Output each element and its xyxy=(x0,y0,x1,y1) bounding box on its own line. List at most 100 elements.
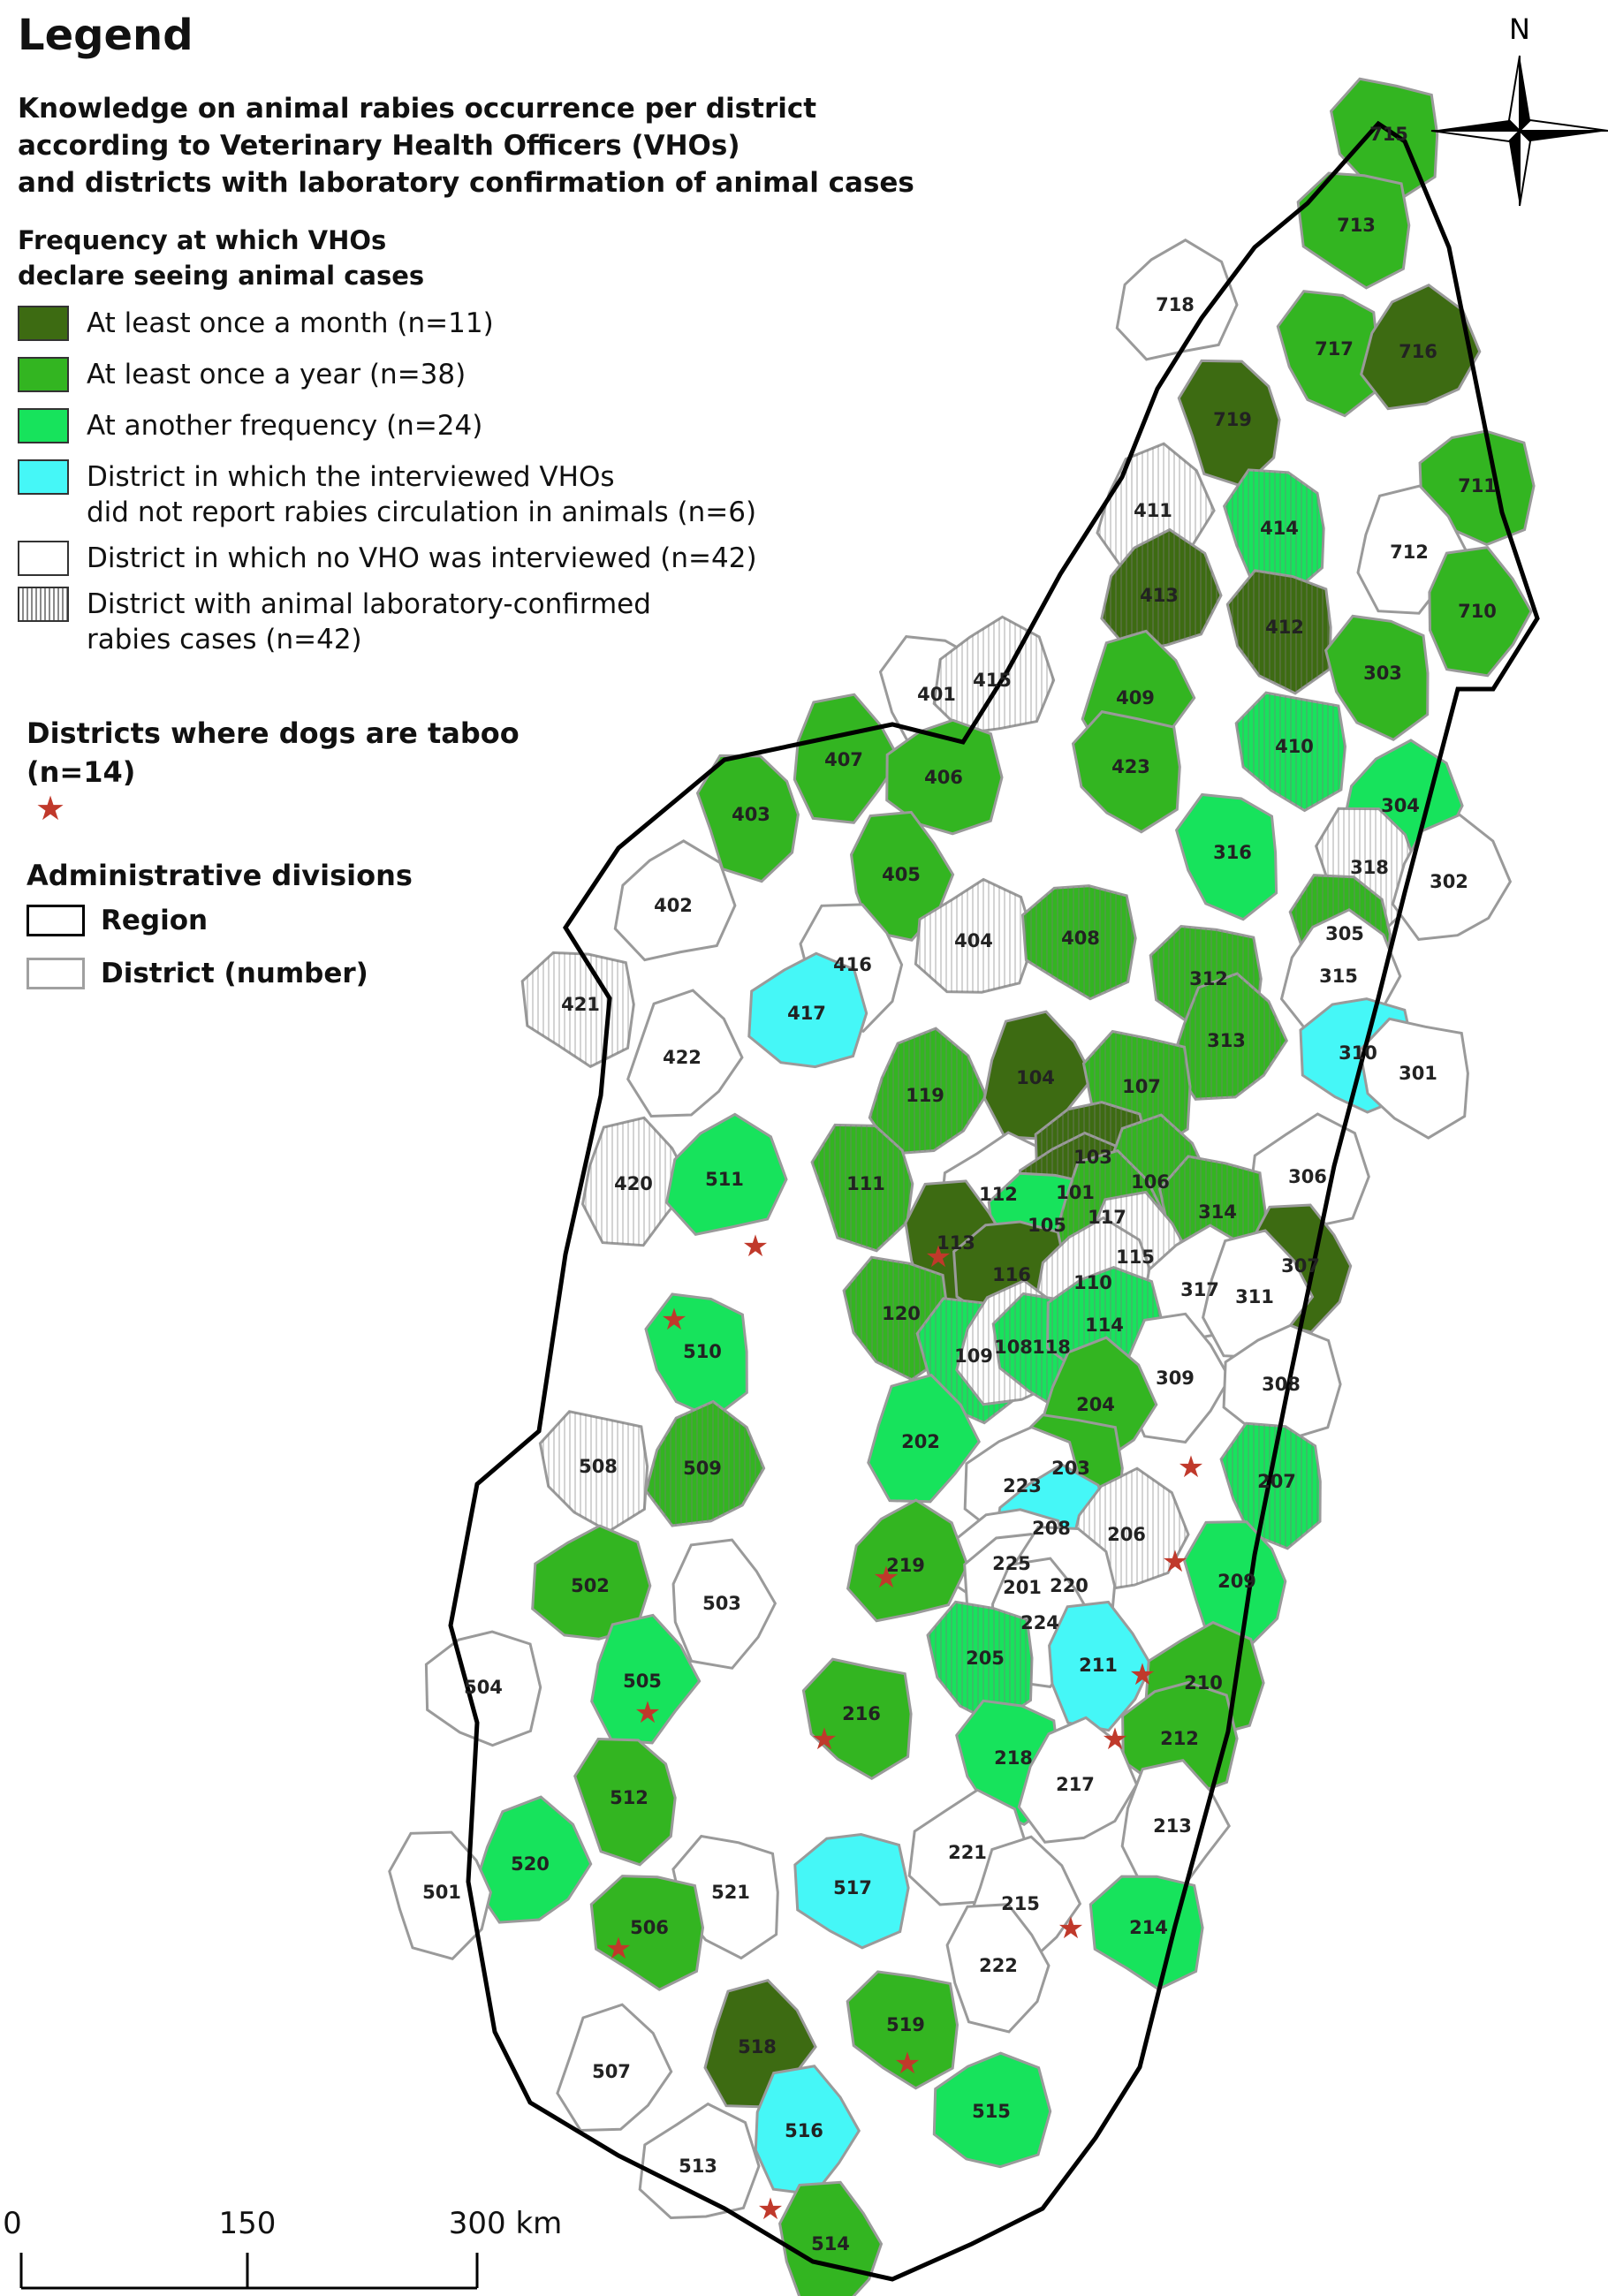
district-713 xyxy=(1296,171,1411,290)
taboo-star-210: ★ xyxy=(1129,1657,1156,1693)
district-423 xyxy=(1071,709,1181,834)
district-504 xyxy=(424,1630,542,1747)
district-area-403 xyxy=(695,754,800,883)
district-label-202: 202 xyxy=(901,1431,940,1452)
taboo-star-212: ★ xyxy=(1102,1722,1128,1757)
district-area-718 xyxy=(1115,239,1239,361)
district-label-206: 206 xyxy=(1107,1524,1146,1545)
district-label-211: 211 xyxy=(1079,1655,1118,1676)
swatch-other xyxy=(18,408,69,443)
district-207 xyxy=(1219,1421,1322,1550)
district-219 xyxy=(846,1498,969,1623)
lab-confirmed-hatch xyxy=(812,1125,913,1251)
legend-label-line: District with animal laboratory-confirme… xyxy=(87,588,651,620)
district-506 xyxy=(589,1875,705,1991)
district-213 xyxy=(1120,1758,1231,1890)
district-510 xyxy=(644,1292,748,1421)
legend-subtitle: Knowledge on animal rabies occurrence pe… xyxy=(18,90,914,201)
lab-confirmed-hatch xyxy=(540,1411,648,1532)
district-label-403: 403 xyxy=(732,804,770,825)
admin-label-district: District (number) xyxy=(101,958,368,989)
district-label-212: 212 xyxy=(1160,1728,1199,1749)
district-label-216: 216 xyxy=(842,1703,881,1724)
district-label-207: 207 xyxy=(1257,1471,1296,1492)
legend-label-line: did not report rabies circulation in ani… xyxy=(87,496,757,528)
district-label-711: 711 xyxy=(1458,475,1497,496)
district-label-305: 305 xyxy=(1325,923,1364,944)
lab-confirmed-hatch xyxy=(934,617,1054,733)
district-label-411: 411 xyxy=(1134,500,1172,521)
district-label-510: 510 xyxy=(683,1341,722,1362)
district-710 xyxy=(1428,545,1533,678)
district-label-511: 511 xyxy=(705,1169,744,1190)
district-417 xyxy=(747,951,868,1069)
district-label-209: 209 xyxy=(1217,1571,1256,1592)
district-422 xyxy=(626,989,744,1118)
frequency-title: Frequency at which VHOs declare seeing a… xyxy=(18,223,424,293)
taboo-star-219: ★ xyxy=(873,1560,899,1595)
swatch-month xyxy=(18,306,69,341)
north-arrow-icon: N xyxy=(1430,12,1608,207)
district-509 xyxy=(644,1399,766,1527)
district-area-505 xyxy=(590,1613,702,1745)
district-label-222: 222 xyxy=(979,1955,1018,1976)
district-label-314: 314 xyxy=(1198,1201,1237,1223)
admin-item-region: Region xyxy=(27,905,208,936)
district-label-412: 412 xyxy=(1265,617,1304,638)
district-label-410: 410 xyxy=(1275,736,1314,757)
district-area-301 xyxy=(1358,1017,1469,1140)
district-area-507 xyxy=(556,2003,673,2133)
district-label-506: 506 xyxy=(630,1917,669,1938)
district-label-301: 301 xyxy=(1399,1063,1437,1084)
district-label-517: 517 xyxy=(833,1877,872,1898)
legend-title: Legend xyxy=(18,11,193,60)
legend-item-lab: District with animal laboratory-confirme… xyxy=(18,587,651,657)
district-503 xyxy=(671,1538,777,1670)
district-205 xyxy=(926,1600,1034,1726)
district-507 xyxy=(556,2003,673,2133)
district-label-210: 210 xyxy=(1184,1672,1223,1694)
lab-confirmed-hatch xyxy=(1224,469,1324,595)
district-label-507: 507 xyxy=(592,2061,631,2082)
district-label-420: 420 xyxy=(614,1173,653,1194)
district-302 xyxy=(1391,813,1513,941)
district-label-518: 518 xyxy=(738,2036,777,2057)
scale-label-150: 150 xyxy=(219,2206,277,2241)
district-label-310: 310 xyxy=(1339,1042,1377,1064)
district-301 xyxy=(1358,1017,1469,1140)
district-label-205: 205 xyxy=(966,1648,1005,1669)
district-718 xyxy=(1115,239,1239,361)
district-area-515 xyxy=(932,2051,1052,2169)
district-label-315: 315 xyxy=(1319,966,1358,987)
district-label-302: 302 xyxy=(1430,871,1468,892)
district-area-713 xyxy=(1296,171,1411,290)
legend-label-lab: District with animal laboratory-confirme… xyxy=(87,587,651,657)
district-area-422 xyxy=(626,989,744,1118)
district-label-120: 120 xyxy=(882,1303,921,1324)
taboo-star-214: ★ xyxy=(1058,1911,1084,1946)
district-label-309: 309 xyxy=(1156,1368,1195,1389)
lab-confirmed-hatch xyxy=(1022,885,1136,999)
district-label-110: 110 xyxy=(1073,1272,1112,1293)
taboo-star-207: ★ xyxy=(1178,1450,1204,1485)
district-520 xyxy=(473,1795,593,1924)
district-label-220: 220 xyxy=(1050,1575,1088,1596)
district-area-303 xyxy=(1324,614,1430,742)
district-label-213: 213 xyxy=(1153,1815,1192,1837)
district-area-519 xyxy=(846,1970,959,2090)
district-label-414: 414 xyxy=(1260,518,1299,539)
admin-label-region: Region xyxy=(101,905,209,936)
district-label-307: 307 xyxy=(1281,1255,1320,1277)
district-area-506 xyxy=(589,1875,705,1991)
district-area-402 xyxy=(613,839,737,962)
lab-confirmed-hatch xyxy=(915,879,1035,993)
district-area-308 xyxy=(1222,1323,1342,1441)
district-area-511 xyxy=(664,1112,788,1236)
district-label-217: 217 xyxy=(1056,1774,1095,1795)
taboo-star-519: ★ xyxy=(894,2046,921,2081)
district-717 xyxy=(1276,290,1380,418)
district-label-313: 313 xyxy=(1207,1030,1246,1051)
district-505 xyxy=(590,1613,702,1745)
taboo-star-113: ★ xyxy=(925,1239,952,1275)
district-313 xyxy=(1170,972,1289,1101)
